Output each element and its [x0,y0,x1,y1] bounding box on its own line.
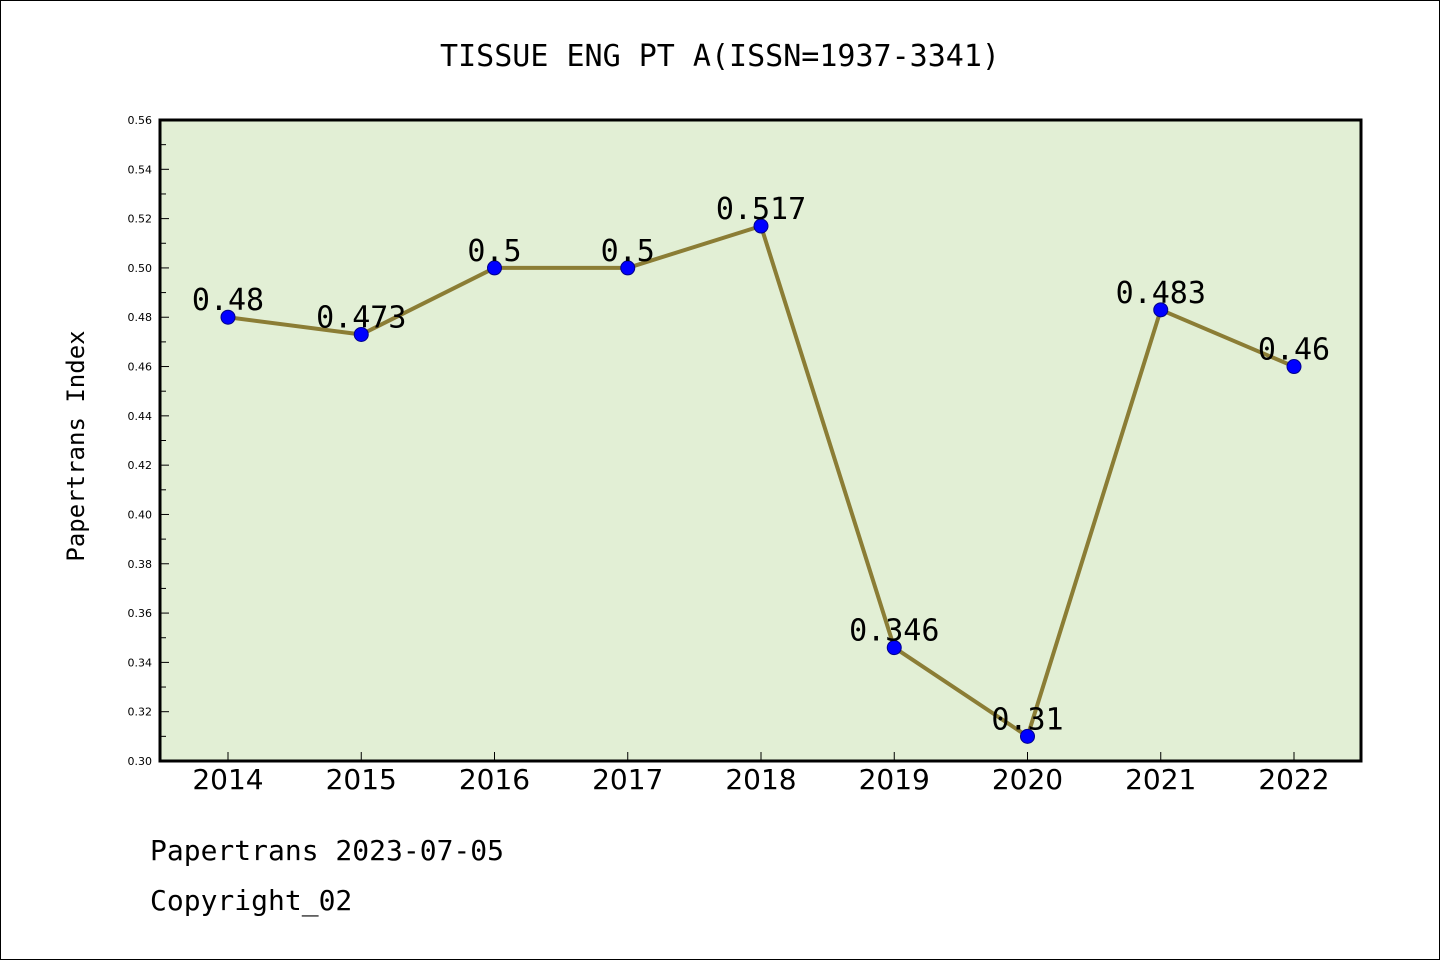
data-label: 0.483 [1116,276,1206,311]
y-tick-label: 0.36 [128,607,153,620]
data-label: 0.5 [467,234,521,269]
y-tick-label: 0.44 [128,410,153,423]
x-tick-label: 2016 [459,763,530,796]
data-point-marker [1020,728,1035,744]
data-label: 0.5 [601,234,655,269]
x-tick-label: 2017 [592,763,663,796]
data-label: 0.346 [849,614,939,649]
data-point-marker [220,309,236,325]
x-tick-label: 2018 [725,763,796,796]
y-tick-label: 0.48 [128,311,153,324]
data-labels-group: 0.48 0.473 0.5 0.5 0.517 0.346 0.31 0.483 0.46 [192,192,1330,737]
y-tick-label: 0.42 [128,459,153,472]
data-point-marker [353,326,369,342]
y-tick-label: 0.56 [128,114,153,127]
footer-copyright: Copyright_02 [150,884,353,917]
data-label: 0.517 [716,192,806,227]
x-tick-label: 2014 [192,763,263,796]
data-point-marker [620,260,636,276]
y-tick-label: 0.50 [128,262,153,275]
x-tick-label: 2022 [1258,763,1329,796]
data-point-marker [886,640,902,656]
y-axis: 0.30 0.32 0.34 0.36 0.38 0.40 0.42 0.44 0.46 0.48… [128,114,169,768]
y-tick-label: 0.32 [128,706,153,719]
x-tick-label: 2021 [1125,763,1196,796]
data-label: 0.31 [991,702,1063,737]
data-point-marker [1286,359,1302,375]
chart-title: TISSUE ENG PT A(ISSN=1937-3341) [440,39,1000,74]
y-tick-label: 0.54 [128,163,153,176]
data-label: 0.473 [316,300,406,335]
footer-source: Papertrans 2023-07-05 [150,834,505,867]
y-tick-label: 0.30 [128,755,153,768]
data-point-marker [487,260,502,276]
y-tick-label: 0.34 [128,656,153,669]
y-tick-label: 0.46 [128,361,153,374]
data-label: 0.46 [1258,333,1330,368]
data-point-marker [753,218,769,234]
markers-group [220,218,1302,744]
x-tick-label: 2019 [859,763,930,796]
y-tick-label: 0.52 [128,213,153,226]
data-label: 0.48 [192,283,264,318]
data-point-marker [1153,302,1169,318]
y-tick-label: 0.40 [128,508,153,521]
y-axis-label: Papertrans Index [62,330,90,561]
x-axis: 2014 2015 2016 2017 2018 2019 2020 2021 2022 [192,752,1330,796]
x-tick-label: 2015 [326,763,397,796]
y-tick-label: 0.38 [128,558,153,571]
x-tick-label: 2020 [992,763,1063,796]
